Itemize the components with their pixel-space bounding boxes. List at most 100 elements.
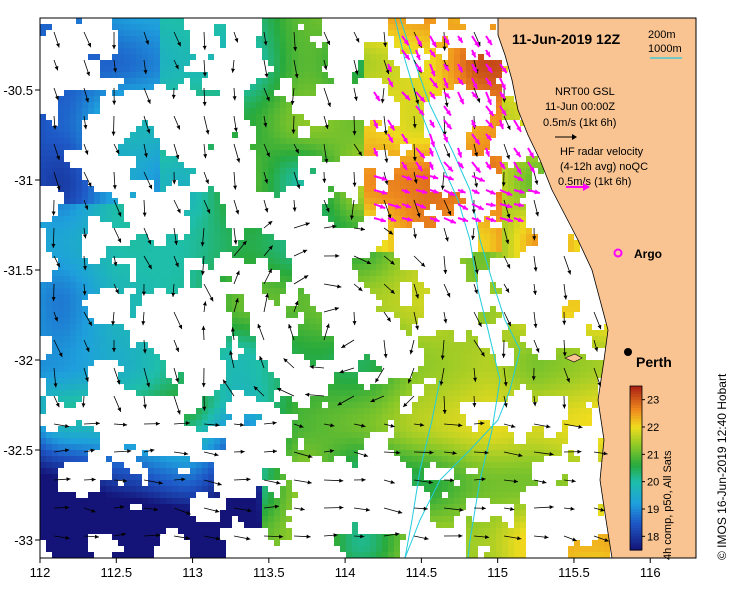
sst-pixel — [382, 264, 388, 270]
sst-pixel — [370, 60, 376, 66]
sst-pixel — [286, 126, 292, 132]
sst-pixel — [112, 210, 118, 216]
sst-pixel — [88, 186, 94, 192]
sst-pixel — [310, 66, 316, 72]
sst-pixel — [118, 30, 124, 36]
sst-pixel — [562, 432, 568, 438]
gsl-arrow-head — [115, 289, 119, 294]
sst-pixel — [286, 270, 292, 276]
gsl-arrow-head — [202, 72, 207, 77]
colorbar-swatch — [630, 519, 642, 524]
sst-pixel — [94, 504, 100, 510]
sst-pixel — [196, 468, 202, 474]
gsl-arrow-head — [383, 130, 388, 135]
sst-pixel — [154, 270, 160, 276]
sst-pixel — [484, 474, 490, 480]
sst-pixel — [388, 210, 394, 216]
gsl-arrow-head — [82, 234, 87, 239]
hf-radar-arrow-head — [444, 92, 450, 99]
gsl-arrow-head — [87, 42, 92, 48]
sst-pixel — [214, 228, 220, 234]
sst-pixel — [466, 426, 472, 432]
sst-pixel — [76, 288, 82, 294]
hf-radar-arrow-head — [501, 109, 506, 116]
sst-pixel — [436, 504, 442, 510]
sst-pixel — [136, 552, 142, 558]
sst-pixel — [514, 198, 520, 204]
sst-pixel — [250, 84, 256, 90]
sst-pixel — [394, 72, 400, 78]
sst-pixel — [304, 456, 310, 462]
sst-pixel — [424, 84, 430, 90]
sst-pixel — [430, 348, 436, 354]
sst-pixel — [118, 216, 124, 222]
sst-pixel — [268, 384, 274, 390]
gsl-arrow-head — [84, 205, 89, 210]
sst-pixel — [562, 438, 568, 444]
sst-pixel — [82, 438, 88, 444]
sst-pixel — [526, 186, 532, 192]
sst-pixel — [58, 510, 64, 516]
gsl-arrow-head — [117, 238, 122, 243]
sst-pixel — [298, 72, 304, 78]
sst-pixel — [484, 462, 490, 468]
sst-pixel — [526, 366, 532, 372]
sst-pixel — [52, 450, 58, 456]
sst-pixel — [40, 324, 46, 330]
sst-pixel — [304, 294, 310, 300]
sst-pixel — [274, 282, 280, 288]
sst-pixel — [76, 114, 82, 120]
sst-pixel — [154, 144, 160, 150]
sst-pixel — [340, 384, 346, 390]
gsl-arrow-head — [264, 179, 269, 184]
sst-pixel — [220, 420, 226, 426]
gsl-arrow-head — [503, 402, 508, 408]
sst-pixel — [136, 270, 142, 276]
sst-pixel — [514, 486, 520, 492]
sst-pixel — [454, 60, 460, 66]
gsl-arrow-head — [535, 211, 540, 217]
sst-pixel — [418, 306, 424, 312]
sst-pixel — [262, 108, 268, 114]
sst-pixel — [562, 378, 568, 384]
sst-pixel — [166, 156, 172, 162]
sst-pixel — [100, 348, 106, 354]
sst-pixel — [256, 90, 262, 96]
sst-pixel — [142, 552, 148, 558]
sst-pixel — [154, 54, 160, 60]
sst-pixel — [64, 372, 70, 378]
sst-pixel — [412, 318, 418, 324]
colorbar-swatch — [630, 432, 642, 436]
sst-pixel — [46, 450, 52, 456]
sst-pixel — [490, 426, 496, 432]
gsl-arrow-head — [571, 478, 576, 483]
sst-pixel — [118, 54, 124, 60]
sst-pixel — [520, 552, 526, 558]
sst-pixel — [118, 48, 124, 54]
sst-pixel — [64, 132, 70, 138]
sst-pixel — [244, 420, 250, 426]
sst-pixel — [178, 258, 184, 264]
hf-legend-line2: (4-12h avg) noQC — [560, 161, 648, 173]
sst-pixel — [328, 138, 334, 144]
sst-pixel — [592, 552, 598, 558]
sst-pixel — [196, 522, 202, 528]
sst-pixel — [292, 162, 298, 168]
sst-pixel — [508, 210, 514, 216]
hf-radar-arrow-head — [379, 204, 386, 209]
sst-pixel — [124, 84, 130, 90]
sst-pixel — [52, 480, 58, 486]
gsl-arrow-head — [335, 253, 340, 258]
gsl-arrow-head — [363, 453, 369, 458]
sst-pixel — [292, 456, 298, 462]
sst-pixel — [370, 264, 376, 270]
colorbar-swatch — [630, 511, 642, 516]
sst-pixel — [316, 48, 322, 54]
gsl-arrow-head — [532, 401, 537, 407]
sst-pixel — [40, 162, 46, 168]
sst-pixel — [448, 330, 454, 336]
hf-radar-arrow-head — [490, 202, 496, 208]
sst-pixel — [490, 162, 496, 168]
gsl-arrow-head — [518, 453, 523, 458]
hf-radar-arrow-head — [375, 95, 380, 101]
